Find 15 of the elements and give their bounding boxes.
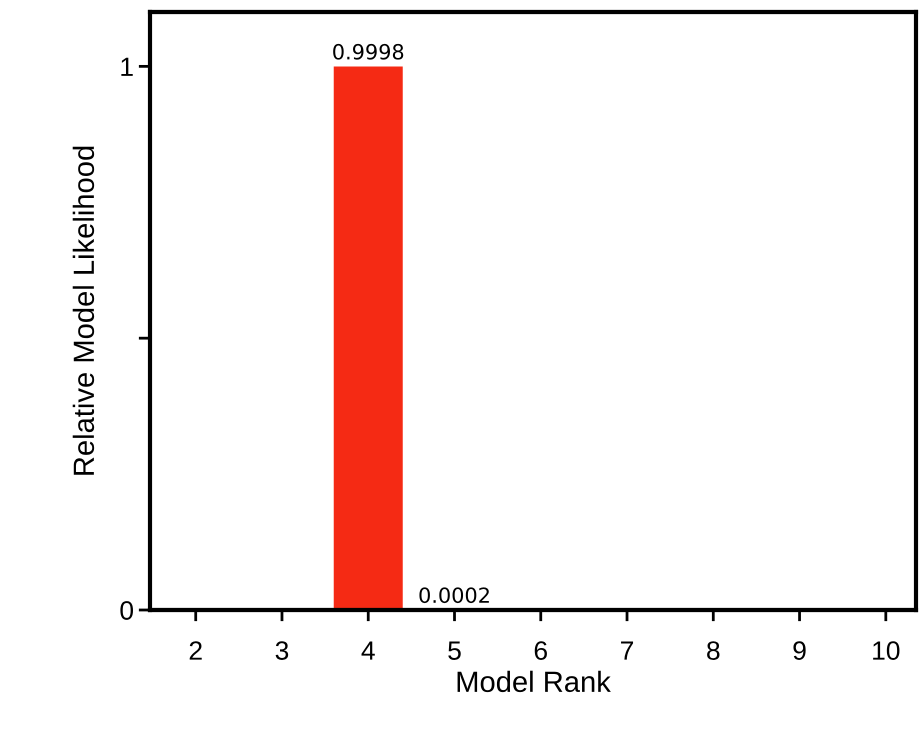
- y-axis-title: Relative Model Likelihood: [72, 146, 94, 475]
- data-label: 0.0002: [419, 587, 489, 604]
- data-label: 0.9998: [333, 44, 404, 60]
- x-tick-label: 9: [793, 641, 806, 660]
- x-tick-label: 7: [621, 642, 634, 660]
- y-tick-label: 0: [120, 601, 133, 620]
- x-tick-label: 10: [873, 641, 900, 660]
- x-tick-label: 4: [362, 642, 375, 660]
- x-tick-label: 8: [707, 641, 720, 660]
- x-tick-label: 6: [534, 641, 547, 660]
- x-tick-label: 2: [190, 641, 202, 660]
- x-axis-title: Model Rank: [458, 670, 611, 692]
- x-tick-label: 3: [276, 641, 288, 660]
- y-tick-label: 1: [121, 58, 133, 76]
- x-tick-label: 5: [448, 642, 461, 660]
